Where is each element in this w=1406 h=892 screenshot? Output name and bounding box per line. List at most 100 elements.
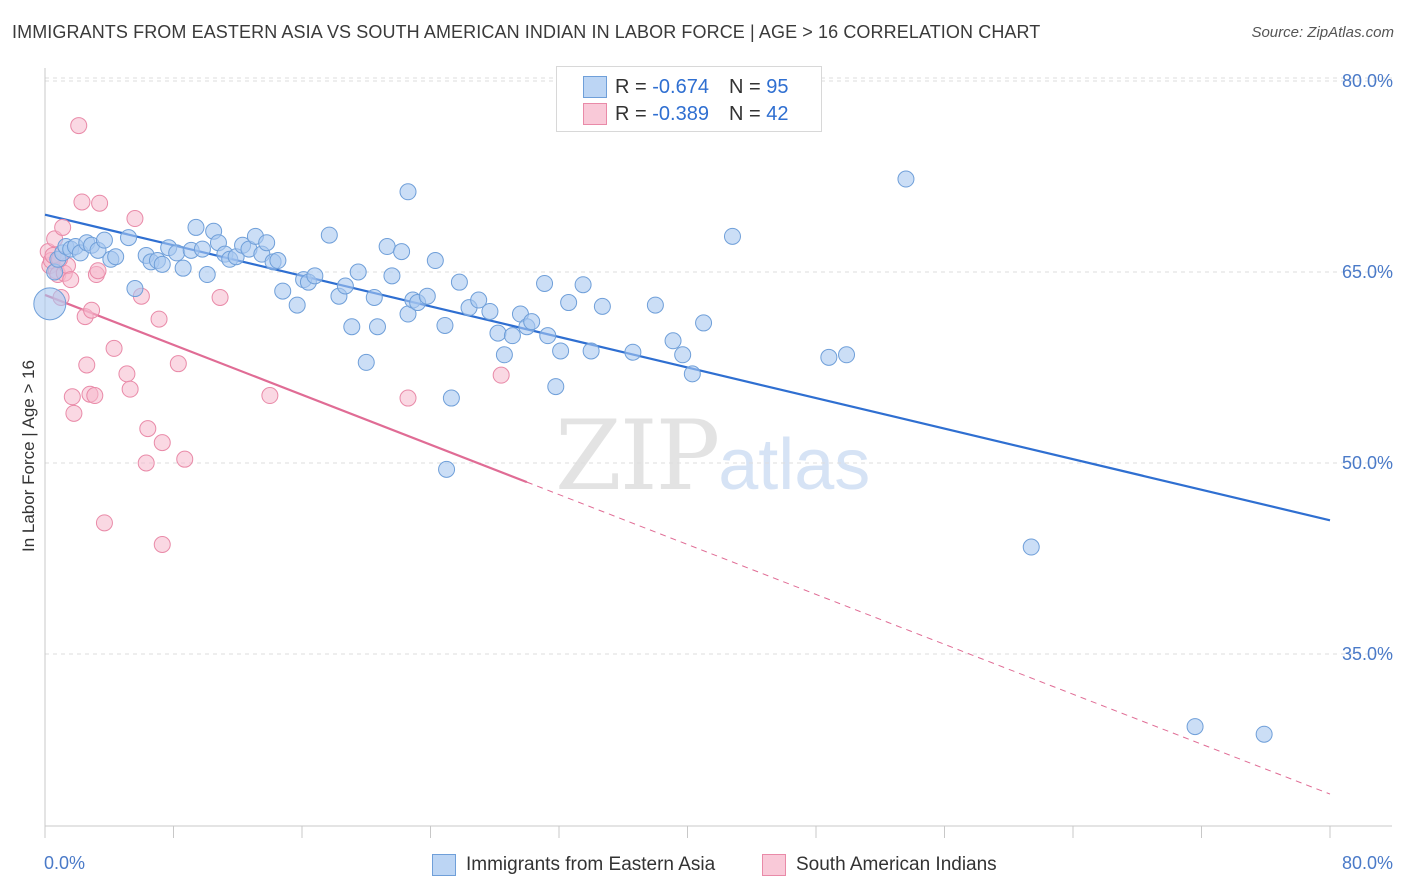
legend-swatch-blue [583, 76, 607, 98]
data-point-eastern-asia [442, 389, 460, 407]
data-point-eastern-asia [646, 296, 664, 314]
data-point-eastern-asia [288, 296, 306, 314]
data-point-eastern-asia [120, 229, 138, 247]
x-tick-label-max: 80.0% [1342, 853, 1393, 873]
data-point-eastern-asia [838, 346, 856, 364]
data-point-south-american-indians [78, 356, 96, 374]
source-label: Source: ZipAtlas.com [1251, 24, 1394, 41]
legend-n-value-pink: 42 [766, 102, 789, 125]
x-tick-label-min: 0.0% [44, 853, 85, 873]
data-point-eastern-asia [536, 274, 554, 292]
data-point-eastern-asia [1255, 725, 1273, 743]
data-point-eastern-asia [107, 248, 125, 266]
data-point-eastern-asia [481, 302, 499, 320]
data-point-south-american-indians [261, 387, 279, 405]
legend-item-eastern-asia: Immigrants from Eastern Asia [432, 852, 715, 878]
data-point-eastern-asia [574, 276, 592, 294]
data-point-eastern-asia [723, 227, 741, 245]
data-point-eastern-asia [365, 288, 383, 306]
y-tick-label: 65.0% [1342, 262, 1393, 282]
data-point-eastern-asia [495, 346, 513, 364]
data-point-eastern-asia [274, 282, 292, 300]
legend-row-pink: R = -0.389 N = 42 [615, 101, 788, 127]
data-point-eastern-asia [470, 291, 488, 309]
data-point-south-american-indians [70, 117, 88, 135]
axis-labels: 35.0% 50.0% 65.0% 80.0% 0.0% 80.0% In Labor Fo… [19, 71, 1393, 873]
data-point-eastern-asia [523, 313, 541, 331]
legend-label-eastern-asia: Immigrants from Eastern Asia [466, 854, 716, 875]
data-point-south-american-indians [169, 355, 187, 373]
legend-r-value-pink: -0.389 [652, 102, 709, 125]
data-point-south-american-indians [54, 218, 72, 236]
legend-swatch-pink [583, 103, 607, 125]
data-point-eastern-asia [426, 252, 444, 270]
data-point-south-american-indians [86, 387, 104, 405]
data-point-eastern-asia [336, 277, 354, 295]
data-point-eastern-asia [418, 287, 436, 305]
data-point-eastern-asia [368, 318, 386, 336]
legend-r-label: R = [615, 102, 653, 125]
data-point-eastern-asia [383, 267, 401, 285]
legend-n-label: N = [728, 75, 767, 98]
data-point-south-american-indians [118, 365, 136, 383]
stats-legend: R = -0.674 N = 95 R = -0.389 N = 42 [556, 66, 822, 132]
data-point-south-american-indians [150, 310, 168, 328]
data-point-eastern-asia [438, 460, 456, 478]
data-point-eastern-asia [695, 314, 713, 332]
data-point-south-american-indians [65, 404, 83, 422]
data-point-eastern-asia [547, 378, 565, 396]
legend-swatch-south-american-indians [762, 854, 786, 876]
data-point-south-american-indians [139, 420, 157, 438]
data-point-south-american-indians [73, 193, 91, 211]
data-point-eastern-asia [168, 244, 186, 262]
data-point-eastern-asia [33, 287, 67, 321]
data-point-south-american-indians [89, 262, 107, 280]
data-point-eastern-asia [349, 263, 367, 281]
data-point-eastern-asia [269, 252, 287, 270]
data-point-south-american-indians [176, 450, 194, 468]
data-point-eastern-asia [187, 218, 205, 236]
data-point-south-american-indians [153, 535, 171, 553]
axes [44, 68, 1392, 838]
data-point-south-american-indians [153, 434, 171, 452]
trend-lines [44, 213, 1331, 795]
y-axis-label: In Labor Force | Age > 16 [19, 360, 38, 552]
data-point-eastern-asia [174, 259, 192, 277]
data-point-eastern-asia [1186, 718, 1204, 736]
data-point-eastern-asia [897, 170, 915, 188]
data-point-eastern-asia [436, 316, 454, 334]
chart-title: IMMIGRANTS FROM EASTERN ASIA VS SOUTH AM… [12, 22, 1041, 42]
data-point-south-american-indians [399, 389, 417, 407]
data-point-eastern-asia [624, 343, 642, 361]
data-points [33, 117, 1273, 743]
legend-item-south-american-indians: South American Indians [762, 852, 997, 878]
legend-row-blue: R = -0.674 N = 95 [615, 74, 788, 100]
data-point-south-american-indians [91, 194, 109, 212]
data-point-eastern-asia [582, 342, 600, 360]
data-point-eastern-asia [664, 332, 682, 350]
data-point-south-american-indians [62, 271, 80, 289]
data-point-eastern-asia [450, 273, 468, 291]
data-point-eastern-asia [393, 243, 411, 261]
data-point-eastern-asia [683, 365, 701, 383]
legend-r-label: R = [615, 75, 653, 98]
data-point-south-american-indians [126, 210, 144, 228]
data-point-south-american-indians [63, 388, 81, 406]
watermark-zip: ZIP [555, 400, 720, 512]
legend-label-south-american-indians: South American Indians [796, 854, 997, 875]
data-point-eastern-asia [399, 183, 417, 201]
data-point-eastern-asia [343, 318, 361, 336]
data-point-eastern-asia [674, 346, 692, 364]
data-point-south-american-indians [492, 366, 510, 384]
data-point-eastern-asia [320, 226, 338, 244]
data-point-eastern-asia [593, 297, 611, 315]
data-point-eastern-asia [489, 324, 507, 342]
data-point-eastern-asia [503, 327, 521, 345]
grid-lines [45, 77, 1392, 655]
data-point-eastern-asia [306, 267, 324, 285]
data-point-eastern-asia [357, 353, 375, 371]
y-tick-label: 50.0% [1342, 453, 1393, 473]
y-tick-label: 80.0% [1342, 71, 1393, 91]
legend-n-value-blue: 95 [766, 75, 789, 98]
